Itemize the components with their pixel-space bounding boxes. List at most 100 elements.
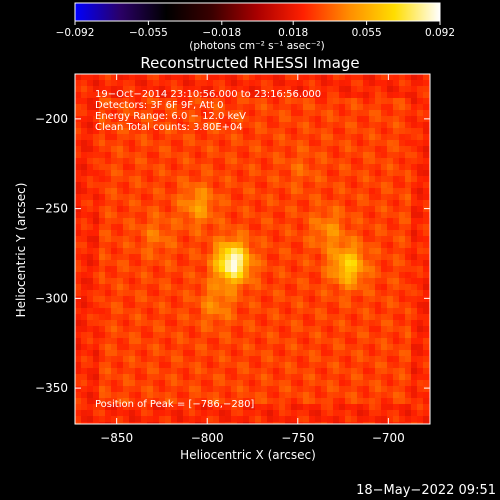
heatmap-cell xyxy=(105,284,112,291)
heatmap-cell xyxy=(99,164,106,171)
heatmap-cell xyxy=(207,410,214,417)
heatmap-cell xyxy=(423,260,430,267)
heatmap-cell xyxy=(345,296,352,303)
heatmap-cell xyxy=(237,236,244,243)
heatmap-cell xyxy=(177,74,184,81)
heatmap-cell xyxy=(213,158,220,165)
heatmap-cell xyxy=(129,296,136,303)
heatmap-cell xyxy=(381,374,388,381)
heatmap-cell xyxy=(141,128,148,135)
heatmap-cell xyxy=(213,224,220,231)
heatmap-cell xyxy=(165,242,172,249)
heatmap-cell xyxy=(399,272,406,279)
heatmap-cell xyxy=(207,98,214,105)
heatmap-cell xyxy=(321,236,328,243)
heatmap-cell xyxy=(345,140,352,147)
heatmap-cell xyxy=(411,254,418,261)
heatmap-cell xyxy=(339,224,346,231)
heatmap-cell xyxy=(273,368,280,375)
heatmap-cell xyxy=(303,164,310,171)
heatmap-cell xyxy=(327,110,334,117)
heatmap-cell xyxy=(291,326,298,333)
heatmap-cell xyxy=(111,170,118,177)
heatmap-cell xyxy=(129,236,136,243)
heatmap-cell xyxy=(75,398,82,405)
heatmap-cell xyxy=(87,278,94,285)
heatmap-cell xyxy=(123,212,130,219)
heatmap-cell xyxy=(129,260,136,267)
heatmap-cell xyxy=(207,194,214,201)
heatmap-cell xyxy=(345,374,352,381)
heatmap-cell xyxy=(315,320,322,327)
heatmap-cell xyxy=(177,308,184,315)
heatmap-cell xyxy=(129,314,136,321)
heatmap-cell xyxy=(81,80,88,87)
heatmap-cell xyxy=(345,110,352,117)
heatmap-cell xyxy=(81,266,88,273)
heatmap-cell xyxy=(183,158,190,165)
heatmap-cell xyxy=(297,416,304,423)
heatmap-cell xyxy=(255,146,262,153)
x-tick-label: −750 xyxy=(281,431,314,445)
heatmap-cell xyxy=(369,260,376,267)
heatmap-cell xyxy=(147,332,154,339)
heatmap-cell xyxy=(375,194,382,201)
heatmap-cell xyxy=(291,188,298,195)
heatmap-cell xyxy=(249,242,256,249)
heatmap-cell xyxy=(393,272,400,279)
heatmap-cell xyxy=(411,74,418,81)
heatmap-cell xyxy=(381,140,388,147)
heatmap-cell xyxy=(81,128,88,135)
heatmap-cell xyxy=(225,128,232,135)
heatmap-cell xyxy=(81,248,88,255)
heatmap-cell xyxy=(75,308,82,315)
heatmap-cell xyxy=(339,128,346,135)
heatmap-cell xyxy=(171,308,178,315)
heatmap-cell xyxy=(333,296,340,303)
heatmap-cell xyxy=(219,374,226,381)
heatmap-cell xyxy=(417,230,424,237)
heatmap-cell xyxy=(399,182,406,189)
heatmap-cell xyxy=(405,248,412,255)
heatmap-cell xyxy=(147,392,154,399)
heatmap-cell xyxy=(369,380,376,387)
heatmap-cell xyxy=(93,314,100,321)
heatmap-cell xyxy=(405,386,412,393)
heatmap-cell xyxy=(303,314,310,321)
heatmap-cell xyxy=(375,110,382,117)
heatmap-cell xyxy=(279,74,286,81)
heatmap-cell xyxy=(129,416,136,423)
heatmap-cell xyxy=(231,266,238,273)
heatmap-cell xyxy=(201,386,208,393)
heatmap-cell xyxy=(141,182,148,189)
heatmap-cell xyxy=(111,350,118,357)
heatmap-cell xyxy=(141,338,148,345)
heatmap-cell xyxy=(297,122,304,129)
heatmap-cell xyxy=(309,140,316,147)
heatmap-cell xyxy=(225,194,232,201)
heatmap-cell xyxy=(411,116,418,123)
heatmap-cell xyxy=(207,116,214,123)
heatmap-cell xyxy=(141,404,148,411)
heatmap-cell xyxy=(147,290,154,297)
heatmap-cell xyxy=(399,122,406,129)
heatmap-cell xyxy=(375,308,382,315)
heatmap-cell xyxy=(375,278,382,285)
heatmap-cell xyxy=(159,74,166,81)
heatmap-cell xyxy=(75,278,82,285)
heatmap-cell xyxy=(357,224,364,231)
heatmap-cell xyxy=(117,338,124,345)
heatmap-cell xyxy=(111,224,118,231)
heatmap-cell xyxy=(117,260,124,267)
heatmap-cell xyxy=(213,230,220,237)
heatmap-cell xyxy=(219,86,226,93)
heatmap-cell xyxy=(411,218,418,225)
heatmap-cell xyxy=(333,140,340,147)
heatmap-cell xyxy=(231,182,238,189)
heatmap-cell xyxy=(255,104,262,111)
heatmap-cell xyxy=(243,260,250,267)
heatmap-cell xyxy=(237,188,244,195)
heatmap-cell xyxy=(345,302,352,309)
heatmap-cell xyxy=(207,332,214,339)
heatmap-cell xyxy=(147,86,154,93)
